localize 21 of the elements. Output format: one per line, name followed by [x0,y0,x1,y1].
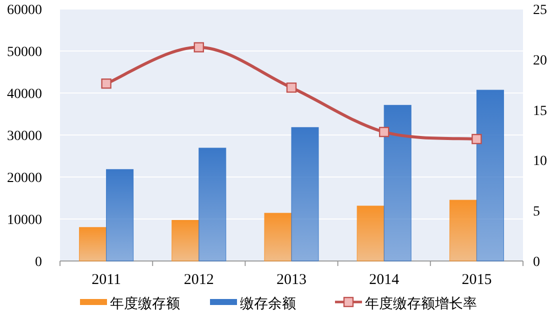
y2tick: 20 [533,53,547,68]
y2tick: 10 [533,154,547,170]
ytick: 40000 [7,87,42,102]
xtick: 2013 [276,272,306,288]
legend-label: 年度缴存额增长率 [365,296,477,312]
legend-label: 缴存余额 [240,296,296,312]
y2tick: 5 [533,204,540,220]
ytick: 10000 [7,213,42,228]
ytick: 0 [35,255,42,270]
ytick: 60000 [7,3,42,18]
xtick: 2015 [462,272,492,288]
y2tick: 15 [533,104,547,119]
ytick: 20000 [7,171,42,186]
ytick: 50000 [7,45,42,60]
xtick: 2012 [184,272,214,288]
y2tick: 25 [533,3,547,18]
y2tick: 0 [533,255,540,270]
ytick: 30000 [7,129,42,144]
legend-label: 年度缴存额 [110,296,180,312]
xtick: 2014 [369,272,400,288]
xtick: 2011 [92,272,122,288]
